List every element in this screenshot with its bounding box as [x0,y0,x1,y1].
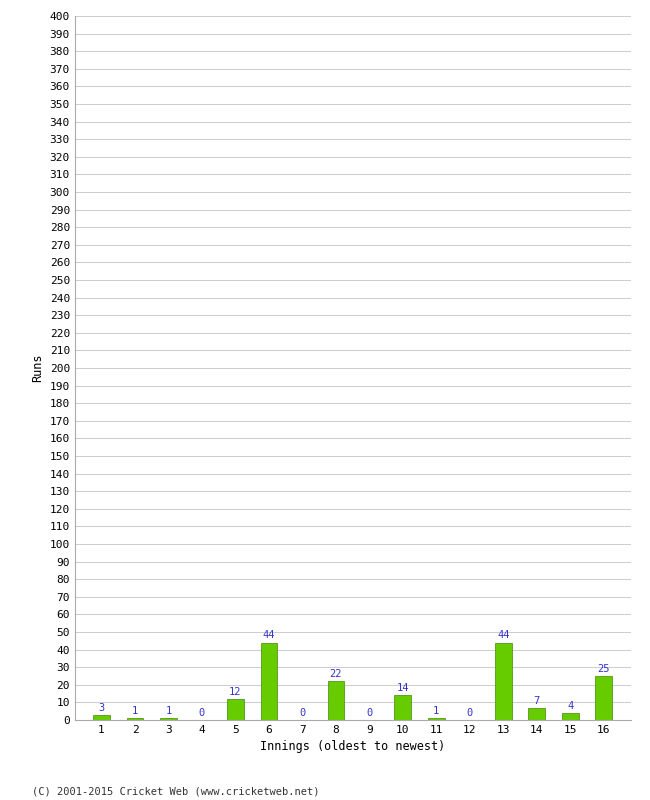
Text: 0: 0 [299,708,305,718]
Bar [428,718,445,720]
Bar [227,699,244,720]
Text: 0: 0 [366,708,372,718]
Text: 14: 14 [396,683,409,694]
Bar [562,713,578,720]
Text: 1: 1 [132,706,138,716]
Bar [93,714,110,720]
Bar [528,708,545,720]
Bar [127,718,144,720]
Text: 12: 12 [229,686,242,697]
Text: 22: 22 [330,669,342,679]
Bar [328,682,345,720]
Text: 7: 7 [534,695,540,706]
Bar [160,718,177,720]
Text: 44: 44 [263,630,275,641]
Bar [261,642,278,720]
Text: 0: 0 [199,708,205,718]
Text: 25: 25 [597,664,610,674]
Text: 1: 1 [165,706,172,716]
Text: 44: 44 [497,630,510,641]
Text: 1: 1 [433,706,439,716]
Y-axis label: Runs: Runs [31,354,44,382]
Bar [595,676,612,720]
Text: (C) 2001-2015 Cricket Web (www.cricketweb.net): (C) 2001-2015 Cricket Web (www.cricketwe… [32,786,320,796]
Bar [495,642,512,720]
Text: 3: 3 [98,702,105,713]
Text: 4: 4 [567,701,573,711]
X-axis label: Innings (oldest to newest): Innings (oldest to newest) [260,741,445,754]
Bar [395,695,411,720]
Text: 0: 0 [467,708,473,718]
